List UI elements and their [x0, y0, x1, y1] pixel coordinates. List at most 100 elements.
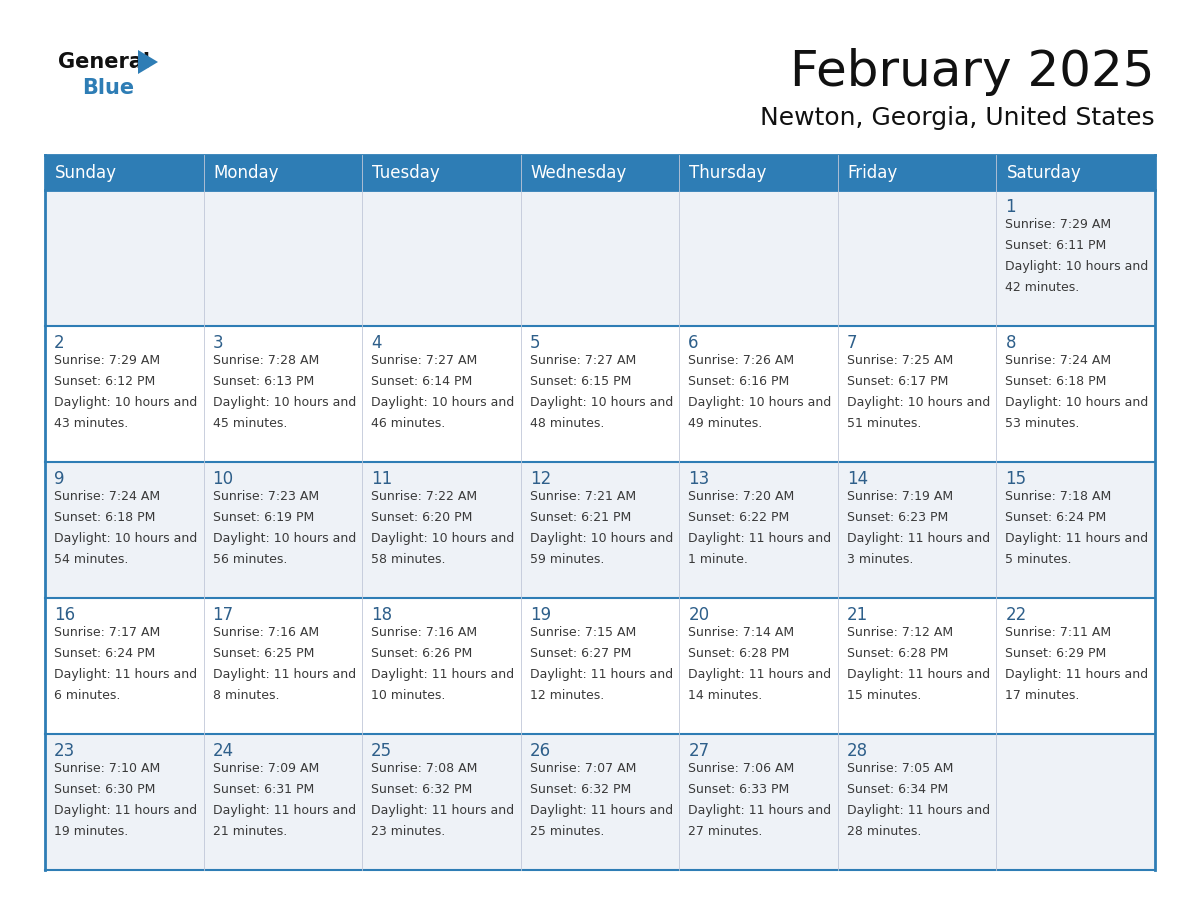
Bar — [45, 734, 203, 870]
Text: Sunset: 6:33 PM: Sunset: 6:33 PM — [688, 783, 790, 796]
Bar — [203, 598, 362, 734]
Bar — [997, 598, 1155, 734]
Text: 6: 6 — [688, 334, 699, 352]
Text: 6 minutes.: 6 minutes. — [53, 689, 120, 702]
Text: Sunrise: 7:09 AM: Sunrise: 7:09 AM — [213, 762, 318, 775]
Text: Sunrise: 7:05 AM: Sunrise: 7:05 AM — [847, 762, 953, 775]
Bar — [362, 462, 520, 598]
Text: Thursday: Thursday — [689, 163, 766, 182]
Text: 23 minutes.: 23 minutes. — [371, 825, 446, 838]
Text: Friday: Friday — [848, 163, 898, 182]
Text: Sunrise: 7:20 AM: Sunrise: 7:20 AM — [688, 490, 795, 503]
Text: Daylight: 11 hours and: Daylight: 11 hours and — [1005, 668, 1149, 681]
Text: Sunset: 6:27 PM: Sunset: 6:27 PM — [530, 647, 631, 660]
Bar — [362, 326, 520, 462]
Text: 56 minutes.: 56 minutes. — [213, 554, 287, 566]
Bar — [838, 462, 997, 598]
Text: 27 minutes.: 27 minutes. — [688, 825, 763, 838]
Text: 14 minutes.: 14 minutes. — [688, 689, 763, 702]
Text: 10: 10 — [213, 470, 234, 488]
Text: Sunset: 6:28 PM: Sunset: 6:28 PM — [847, 647, 948, 660]
Text: Daylight: 11 hours and: Daylight: 11 hours and — [530, 804, 672, 817]
Text: 25: 25 — [371, 742, 392, 760]
Text: Daylight: 11 hours and: Daylight: 11 hours and — [688, 668, 832, 681]
Bar — [838, 598, 997, 734]
Text: 49 minutes.: 49 minutes. — [688, 418, 763, 431]
Text: Sunrise: 7:07 AM: Sunrise: 7:07 AM — [530, 762, 636, 775]
Text: Sunset: 6:18 PM: Sunset: 6:18 PM — [53, 511, 156, 524]
Bar — [203, 734, 362, 870]
Text: 13: 13 — [688, 470, 709, 488]
Bar — [838, 734, 997, 870]
Text: Daylight: 10 hours and: Daylight: 10 hours and — [530, 397, 672, 409]
Text: 28 minutes.: 28 minutes. — [847, 825, 921, 838]
Text: Daylight: 10 hours and: Daylight: 10 hours and — [53, 397, 197, 409]
Text: 21: 21 — [847, 606, 868, 624]
Text: Tuesday: Tuesday — [372, 163, 440, 182]
Text: February 2025: February 2025 — [790, 48, 1155, 96]
Bar — [520, 462, 680, 598]
Text: Sunset: 6:17 PM: Sunset: 6:17 PM — [847, 375, 948, 388]
Text: Sunset: 6:21 PM: Sunset: 6:21 PM — [530, 511, 631, 524]
Text: 15 minutes.: 15 minutes. — [847, 689, 921, 702]
Text: 18: 18 — [371, 606, 392, 624]
Text: Sunset: 6:22 PM: Sunset: 6:22 PM — [688, 511, 790, 524]
Text: Sunday: Sunday — [55, 163, 116, 182]
Text: Sunset: 6:34 PM: Sunset: 6:34 PM — [847, 783, 948, 796]
Bar — [997, 155, 1155, 190]
Text: Sunset: 6:18 PM: Sunset: 6:18 PM — [1005, 375, 1107, 388]
Text: Daylight: 10 hours and: Daylight: 10 hours and — [213, 397, 356, 409]
Text: 1: 1 — [1005, 198, 1016, 216]
Text: 19: 19 — [530, 606, 551, 624]
Bar — [203, 190, 362, 326]
Text: Sunrise: 7:29 AM: Sunrise: 7:29 AM — [53, 354, 160, 367]
Text: Sunrise: 7:16 AM: Sunrise: 7:16 AM — [371, 626, 478, 639]
Bar — [520, 155, 680, 190]
Text: Monday: Monday — [214, 163, 279, 182]
Bar — [680, 734, 838, 870]
Text: 19 minutes.: 19 minutes. — [53, 825, 128, 838]
Text: Sunrise: 7:15 AM: Sunrise: 7:15 AM — [530, 626, 636, 639]
Text: Daylight: 11 hours and: Daylight: 11 hours and — [530, 668, 672, 681]
Text: 48 minutes.: 48 minutes. — [530, 418, 604, 431]
Bar — [838, 326, 997, 462]
Bar — [680, 462, 838, 598]
Text: 16: 16 — [53, 606, 75, 624]
Text: 20: 20 — [688, 606, 709, 624]
Text: Daylight: 10 hours and: Daylight: 10 hours and — [213, 532, 356, 545]
Text: Daylight: 10 hours and: Daylight: 10 hours and — [530, 532, 672, 545]
Bar — [997, 462, 1155, 598]
Bar — [45, 598, 203, 734]
Text: Sunrise: 7:18 AM: Sunrise: 7:18 AM — [1005, 490, 1112, 503]
Text: 4: 4 — [371, 334, 381, 352]
Text: Daylight: 11 hours and: Daylight: 11 hours and — [688, 804, 832, 817]
Bar — [680, 190, 838, 326]
Bar — [203, 462, 362, 598]
Text: Sunrise: 7:27 AM: Sunrise: 7:27 AM — [530, 354, 636, 367]
Text: 45 minutes.: 45 minutes. — [213, 418, 287, 431]
Bar — [520, 598, 680, 734]
Text: Blue: Blue — [82, 78, 134, 98]
Text: Sunrise: 7:06 AM: Sunrise: 7:06 AM — [688, 762, 795, 775]
Text: 2: 2 — [53, 334, 64, 352]
Text: 8 minutes.: 8 minutes. — [213, 689, 279, 702]
Bar — [520, 734, 680, 870]
Text: Daylight: 10 hours and: Daylight: 10 hours and — [371, 532, 514, 545]
Bar — [45, 190, 203, 326]
Text: Sunset: 6:28 PM: Sunset: 6:28 PM — [688, 647, 790, 660]
Text: Sunset: 6:20 PM: Sunset: 6:20 PM — [371, 511, 473, 524]
Text: Sunrise: 7:10 AM: Sunrise: 7:10 AM — [53, 762, 160, 775]
Text: Daylight: 11 hours and: Daylight: 11 hours and — [371, 668, 514, 681]
Text: 53 minutes.: 53 minutes. — [1005, 418, 1080, 431]
Text: 23: 23 — [53, 742, 75, 760]
Text: 28: 28 — [847, 742, 868, 760]
Text: Sunrise: 7:24 AM: Sunrise: 7:24 AM — [53, 490, 160, 503]
Text: Daylight: 11 hours and: Daylight: 11 hours and — [53, 804, 197, 817]
Text: 3 minutes.: 3 minutes. — [847, 554, 914, 566]
Text: 21 minutes.: 21 minutes. — [213, 825, 286, 838]
Text: 7: 7 — [847, 334, 858, 352]
Text: Sunrise: 7:19 AM: Sunrise: 7:19 AM — [847, 490, 953, 503]
Text: Sunrise: 7:12 AM: Sunrise: 7:12 AM — [847, 626, 953, 639]
Text: 12: 12 — [530, 470, 551, 488]
Bar — [680, 326, 838, 462]
